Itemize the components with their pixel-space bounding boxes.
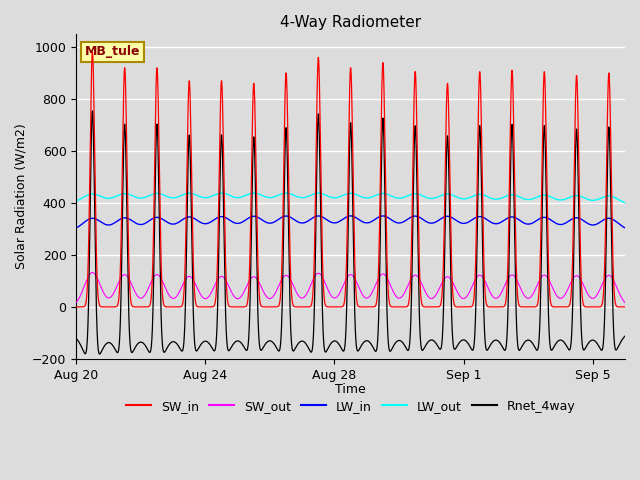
Title: 4-Way Radiometer: 4-Way Radiometer xyxy=(280,15,421,30)
X-axis label: Time: Time xyxy=(335,383,366,396)
Text: MB_tule: MB_tule xyxy=(84,45,140,58)
Y-axis label: Solar Radiation (W/m2): Solar Radiation (W/m2) xyxy=(15,123,28,269)
Legend: SW_in, SW_out, LW_in, LW_out, Rnet_4way: SW_in, SW_out, LW_in, LW_out, Rnet_4way xyxy=(121,395,580,418)
